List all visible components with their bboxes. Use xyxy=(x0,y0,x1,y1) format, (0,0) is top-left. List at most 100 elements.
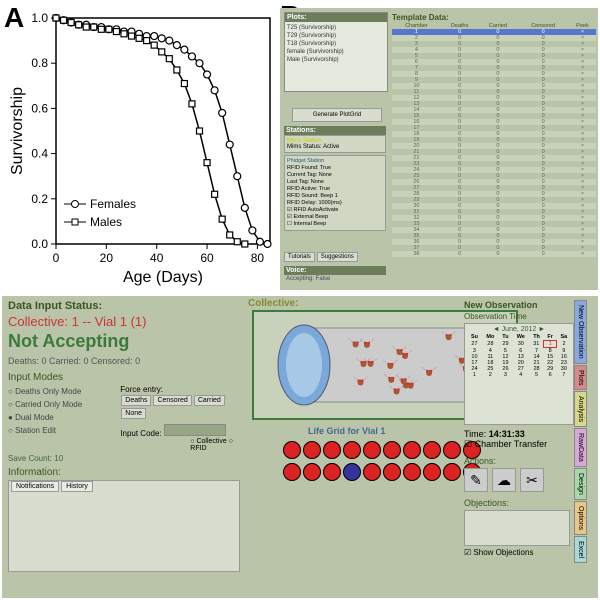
mode-radio[interactable]: Deaths Only Mode xyxy=(8,385,120,398)
info-tab[interactable]: History xyxy=(61,481,93,492)
survivorship-chart: 0 20 40 60 80 0.0 0.2 0.4 0.6 0.8 1.0 Age (Days) Sur… xyxy=(8,8,278,288)
svg-text:40: 40 xyxy=(150,251,164,265)
observation-time-label: Observation Time xyxy=(464,312,570,321)
panel-c: Data Input Status: Collective: 1 -- Vial… xyxy=(2,296,598,598)
svg-text:20: 20 xyxy=(100,251,114,265)
svg-text:0.4: 0.4 xyxy=(31,147,48,161)
input-modes-header: Input Modes xyxy=(8,372,244,383)
save-count: Save Count: 10 xyxy=(8,454,244,463)
lifegrid-dot[interactable] xyxy=(403,463,421,481)
accepting-status: Not Accepting xyxy=(8,331,244,352)
lifegrid-dot[interactable] xyxy=(363,441,381,459)
lifegrid[interactable] xyxy=(282,440,492,484)
plots-header: Plots: xyxy=(285,13,387,22)
lifegrid-dot[interactable] xyxy=(323,463,341,481)
counts-line: Deaths: 0 Carried: 0 Censored: 0 xyxy=(8,356,244,366)
calendar[interactable]: ◄ June, 2012 ► SuMoTuWeThFrSa27282930311… xyxy=(464,323,574,425)
svg-text:Males: Males xyxy=(90,215,122,229)
plot-item[interactable]: T29 (Survivorship) xyxy=(287,32,385,40)
side-tab[interactable]: Excel xyxy=(574,536,587,563)
side-tab[interactable]: New Observation xyxy=(574,300,587,364)
action-icon-3[interactable]: ✂ xyxy=(520,468,544,492)
lifegrid-dot[interactable] xyxy=(423,441,441,459)
svg-text:80: 80 xyxy=(251,251,265,265)
input-code-label: Input Code: xyxy=(120,429,161,438)
template-table[interactable]: ChamberDeathsCarriedCensoredPeek1000×200… xyxy=(392,23,596,257)
lifegrid-dot[interactable] xyxy=(443,463,461,481)
chamber-transfer-checkbox[interactable]: Chamber Transfer xyxy=(464,439,570,450)
lifegrid-dot[interactable] xyxy=(343,463,361,481)
time-value: 14:31:33 xyxy=(489,429,525,439)
lifegrid-dot[interactable] xyxy=(443,441,461,459)
svg-text:0: 0 xyxy=(53,251,60,265)
side-tab[interactable]: RawData xyxy=(574,428,587,467)
objections-header: Objections: xyxy=(464,498,570,508)
lifegrid-dot[interactable] xyxy=(383,441,401,459)
svg-text:1.0: 1.0 xyxy=(31,11,48,25)
svg-text:0.6: 0.6 xyxy=(31,101,48,115)
information-header: Information: xyxy=(8,467,244,478)
suggestions-button[interactable]: Suggestions xyxy=(317,252,358,262)
stations-panel: Stations: Mims Station Mims Status: Acti… xyxy=(284,126,386,231)
svg-text:60: 60 xyxy=(200,251,214,265)
lifegrid-dot[interactable] xyxy=(303,441,321,459)
time-label: Time: xyxy=(464,429,486,439)
side-tab[interactable]: Design xyxy=(574,468,587,500)
side-tab[interactable]: Plots xyxy=(574,365,587,391)
voice-header: Voice: xyxy=(284,266,386,275)
actions-header: Actions: xyxy=(464,456,570,466)
force-button[interactable]: Censored xyxy=(153,395,191,406)
show-objections-checkbox[interactable]: Show Objections xyxy=(464,548,570,557)
svg-text:0.8: 0.8 xyxy=(31,56,48,70)
voice-value: Accepting: False xyxy=(284,275,386,283)
plots-list[interactable]: Plots: T25 (Survivorship)T29 (Survivorsh… xyxy=(284,12,388,92)
collective-header: Collective: xyxy=(248,298,299,309)
lifegrid-label: Life Grid for Vial 1 xyxy=(308,426,385,436)
plot-item[interactable]: T18 (Survivorship) xyxy=(287,40,385,48)
information-box: NotificationsHistory xyxy=(8,480,240,572)
voice-panel: Voice: Accepting: False xyxy=(284,266,386,283)
collective-radio[interactable]: Collective xyxy=(190,438,227,445)
lifegrid-dot[interactable] xyxy=(283,441,301,459)
lifegrid-dot[interactable] xyxy=(403,441,421,459)
mode-radio[interactable]: Dual Mode xyxy=(8,411,120,424)
lifegrid-dot[interactable] xyxy=(283,463,301,481)
mims-status: Mims Status: Active xyxy=(287,144,383,150)
svg-text:Females: Females xyxy=(90,197,136,211)
force-button[interactable]: Deaths xyxy=(121,395,151,406)
data-input-status-header: Data Input Status: xyxy=(8,300,244,312)
objections-box xyxy=(464,510,570,546)
generate-plotgrid-button[interactable]: Generate PlotGrid xyxy=(292,108,382,122)
panel-b: Plots: T25 (Survivorship)T29 (Survivorsh… xyxy=(280,8,598,290)
side-tab[interactable]: Analysis xyxy=(574,391,587,427)
force-entry-header: Force entry: xyxy=(120,385,244,394)
force-button[interactable]: None xyxy=(121,408,146,419)
template-data-panel: Template Data: ChamberDeathsCarriedCenso… xyxy=(392,12,596,286)
plot-item[interactable]: Male (Survivorship) xyxy=(287,56,385,64)
force-button[interactable]: Carried xyxy=(194,395,225,406)
lifegrid-dot[interactable] xyxy=(363,463,381,481)
side-tab[interactable]: Options xyxy=(574,501,587,535)
tutorials-button[interactable]: Tutorials xyxy=(284,252,315,262)
lifegrid-dot[interactable] xyxy=(383,463,401,481)
phidget-station-box: Phidget StationRFID Found: TrueCurrent T… xyxy=(284,155,386,231)
new-observation-header: New Observation xyxy=(464,300,570,310)
mode-radio[interactable]: Carried Only Mode xyxy=(8,398,120,411)
lifegrid-dot[interactable] xyxy=(303,463,321,481)
collective-label: Collective: 1 -- Vial 1 (1) xyxy=(8,314,244,329)
action-icon-2[interactable]: ☁ xyxy=(492,468,516,492)
lifegrid-dot[interactable] xyxy=(343,441,361,459)
stations-header: Stations: xyxy=(284,126,386,135)
svg-text:0.0: 0.0 xyxy=(31,237,48,251)
svg-text:Age (Days): Age (Days) xyxy=(123,269,203,286)
plot-item[interactable]: T25 (Survivorship) xyxy=(287,24,385,32)
input-code-field[interactable] xyxy=(164,424,226,436)
lifegrid-dot[interactable] xyxy=(323,441,341,459)
lifegrid-dot[interactable] xyxy=(423,463,441,481)
svg-text:0.2: 0.2 xyxy=(31,192,48,206)
svg-text:Survivorship: Survivorship xyxy=(9,87,26,175)
info-tab[interactable]: Notifications xyxy=(11,481,59,492)
plot-item[interactable]: female (Survivorship) xyxy=(287,48,385,56)
mode-radio[interactable]: Station Edit xyxy=(8,424,120,437)
action-icon-1[interactable]: ✎ xyxy=(464,468,488,492)
